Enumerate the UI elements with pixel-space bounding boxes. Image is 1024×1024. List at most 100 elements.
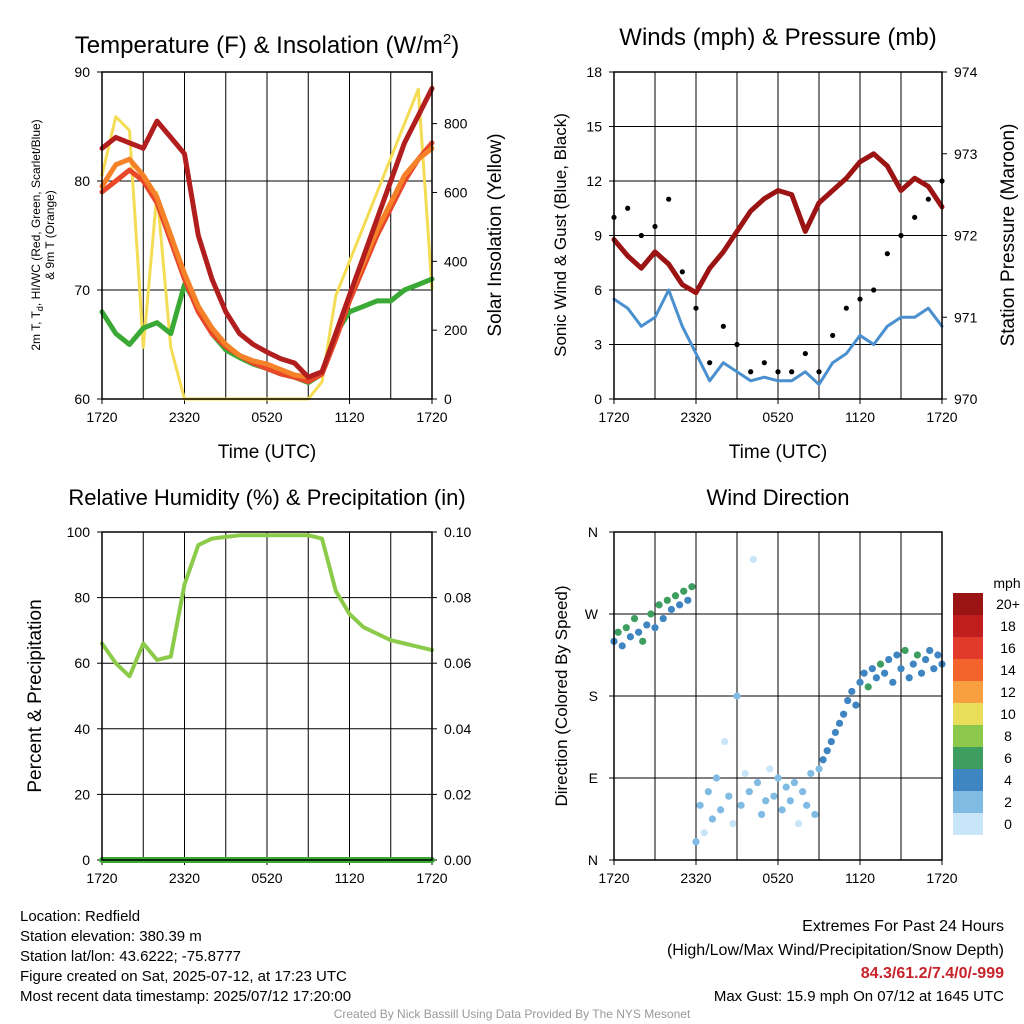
wind-x-tick-label: 2320 bbox=[680, 409, 711, 425]
wind-left-axis-label: Sonic Wind & Gust (Blue, Black) bbox=[551, 113, 570, 357]
colorbar-swatch bbox=[953, 637, 983, 659]
rh-x-tick-label: 0520 bbox=[251, 870, 282, 886]
temp_9m-line bbox=[99, 145, 435, 380]
direction-panel: Wind Direction Direction (Colored By Spe… bbox=[552, 485, 850, 807]
direction-point bbox=[864, 683, 872, 691]
direction-point bbox=[786, 797, 794, 805]
temp-x-tick-label: 1720 bbox=[86, 409, 117, 425]
direction-point bbox=[885, 655, 893, 664]
wind-y2-tick-label: 973 bbox=[954, 146, 978, 162]
gust-point bbox=[625, 205, 631, 211]
direction-point bbox=[626, 633, 635, 641]
colorbar-swatch bbox=[953, 725, 983, 747]
direction-point bbox=[909, 660, 917, 668]
wind-y-tick-label: 9 bbox=[594, 228, 602, 244]
gust-point bbox=[871, 287, 877, 293]
temp-y-tick-label: 60 bbox=[74, 391, 90, 407]
direction-point bbox=[897, 665, 905, 673]
gust-point bbox=[843, 305, 849, 311]
temp-x-tick-label: 1120 bbox=[334, 409, 364, 425]
direction-point bbox=[848, 687, 856, 696]
temperature-left-axis-label-line2: & 9m T (Orange) bbox=[43, 190, 57, 280]
humidity-panel: Relative Humidity (%) & Precipitation (i… bbox=[25, 485, 466, 793]
humidity-panel-title: Relative Humidity (%) & Precipitation (i… bbox=[68, 485, 465, 510]
rh-x-tick-label: 1720 bbox=[416, 870, 447, 886]
gust-point bbox=[652, 223, 658, 230]
direction-point bbox=[696, 801, 704, 809]
colorbar-swatch bbox=[953, 747, 983, 769]
direction-point bbox=[876, 660, 885, 668]
dir-x-tick-label: 1720 bbox=[598, 870, 629, 886]
gust-point bbox=[802, 350, 808, 357]
colorbar-swatch bbox=[953, 659, 983, 681]
wind-x-tick-label: 1720 bbox=[926, 409, 957, 425]
direction-point bbox=[700, 829, 708, 837]
direction-point bbox=[643, 621, 651, 629]
direction-point bbox=[774, 774, 782, 782]
colorbar-swatch bbox=[953, 593, 983, 615]
direction-point bbox=[733, 692, 741, 700]
direction-point bbox=[721, 737, 729, 746]
humidity-left-axis-label: Percent & Precipitation bbox=[25, 599, 46, 792]
gust-point bbox=[679, 269, 685, 275]
gust-point bbox=[789, 369, 795, 375]
colorbar-label: 16 bbox=[1000, 640, 1016, 656]
direction-point bbox=[766, 765, 774, 773]
temperature-panel-title: Temperature (F) & Insolation (W/m2) bbox=[75, 31, 459, 59]
dir-y-tick-label: N bbox=[588, 524, 598, 540]
direction-point bbox=[692, 838, 700, 846]
colorbar-label: 12 bbox=[1000, 684, 1016, 700]
direction-point bbox=[823, 747, 831, 755]
direction-point bbox=[807, 769, 815, 778]
direction-point bbox=[881, 669, 889, 677]
direction-point bbox=[651, 624, 659, 632]
temp-x-tick-label: 1720 bbox=[416, 409, 447, 425]
direction-point bbox=[831, 728, 840, 737]
direction-point bbox=[684, 596, 692, 604]
temp-y-tick-label: 70 bbox=[74, 282, 90, 298]
direction-point bbox=[852, 701, 860, 709]
dir-y-tick-label: S bbox=[589, 688, 598, 704]
temp-y2-tick-label: 0 bbox=[444, 391, 452, 407]
wind-y-tick-label: 12 bbox=[586, 173, 602, 189]
colorbar-label: 20+ bbox=[996, 596, 1020, 612]
temperature-x-axis-label: Time (UTC) bbox=[218, 442, 317, 463]
gust-point bbox=[761, 360, 767, 366]
extremes-values: 84.3/61.2/7.4/0/-999 bbox=[860, 965, 1004, 982]
rh-y2-tick-label: 0.06 bbox=[444, 655, 471, 671]
direction-point bbox=[868, 665, 876, 673]
pressure-right-axis-label: Station Pressure (Maroon) bbox=[998, 124, 1019, 347]
direction-point bbox=[913, 651, 922, 659]
direction-point bbox=[717, 806, 725, 814]
direction-point bbox=[782, 783, 790, 791]
max-gust: Max Gust: 15.9 mph On 07/12 at 1645 UTC bbox=[713, 988, 1004, 1005]
info-location: Location: Redfield bbox=[20, 908, 141, 925]
colorbar-label: 6 bbox=[1004, 750, 1012, 766]
direction-point bbox=[663, 596, 671, 604]
direction-point bbox=[889, 678, 897, 686]
gust-point bbox=[720, 323, 726, 329]
direction-point bbox=[639, 637, 647, 645]
direction-point bbox=[770, 792, 778, 800]
gust-point bbox=[734, 341, 740, 348]
temperature-line bbox=[99, 85, 435, 380]
direction-point bbox=[762, 797, 770, 805]
temp-y-tick-label: 90 bbox=[74, 64, 90, 80]
direction-point bbox=[840, 710, 848, 718]
direction-point bbox=[811, 810, 819, 819]
direction-point bbox=[630, 614, 639, 623]
colorbar-label: 8 bbox=[1004, 728, 1012, 744]
wind-y2-tick-label: 972 bbox=[954, 228, 978, 244]
rh-x-tick-label: 1120 bbox=[334, 870, 364, 886]
direction-point bbox=[712, 774, 721, 782]
direction-point bbox=[905, 674, 913, 682]
gust-point bbox=[898, 232, 904, 239]
dir-x-tick-label: 1120 bbox=[845, 870, 875, 886]
direction-point bbox=[872, 674, 881, 682]
temp-y2-tick-label: 200 bbox=[444, 322, 468, 338]
gust-point bbox=[748, 369, 754, 375]
direction-point bbox=[790, 778, 799, 787]
extremes-subtitle: (High/Low/Max Wind/Precipitation/Snow De… bbox=[666, 942, 1004, 959]
gust-point bbox=[775, 369, 781, 375]
